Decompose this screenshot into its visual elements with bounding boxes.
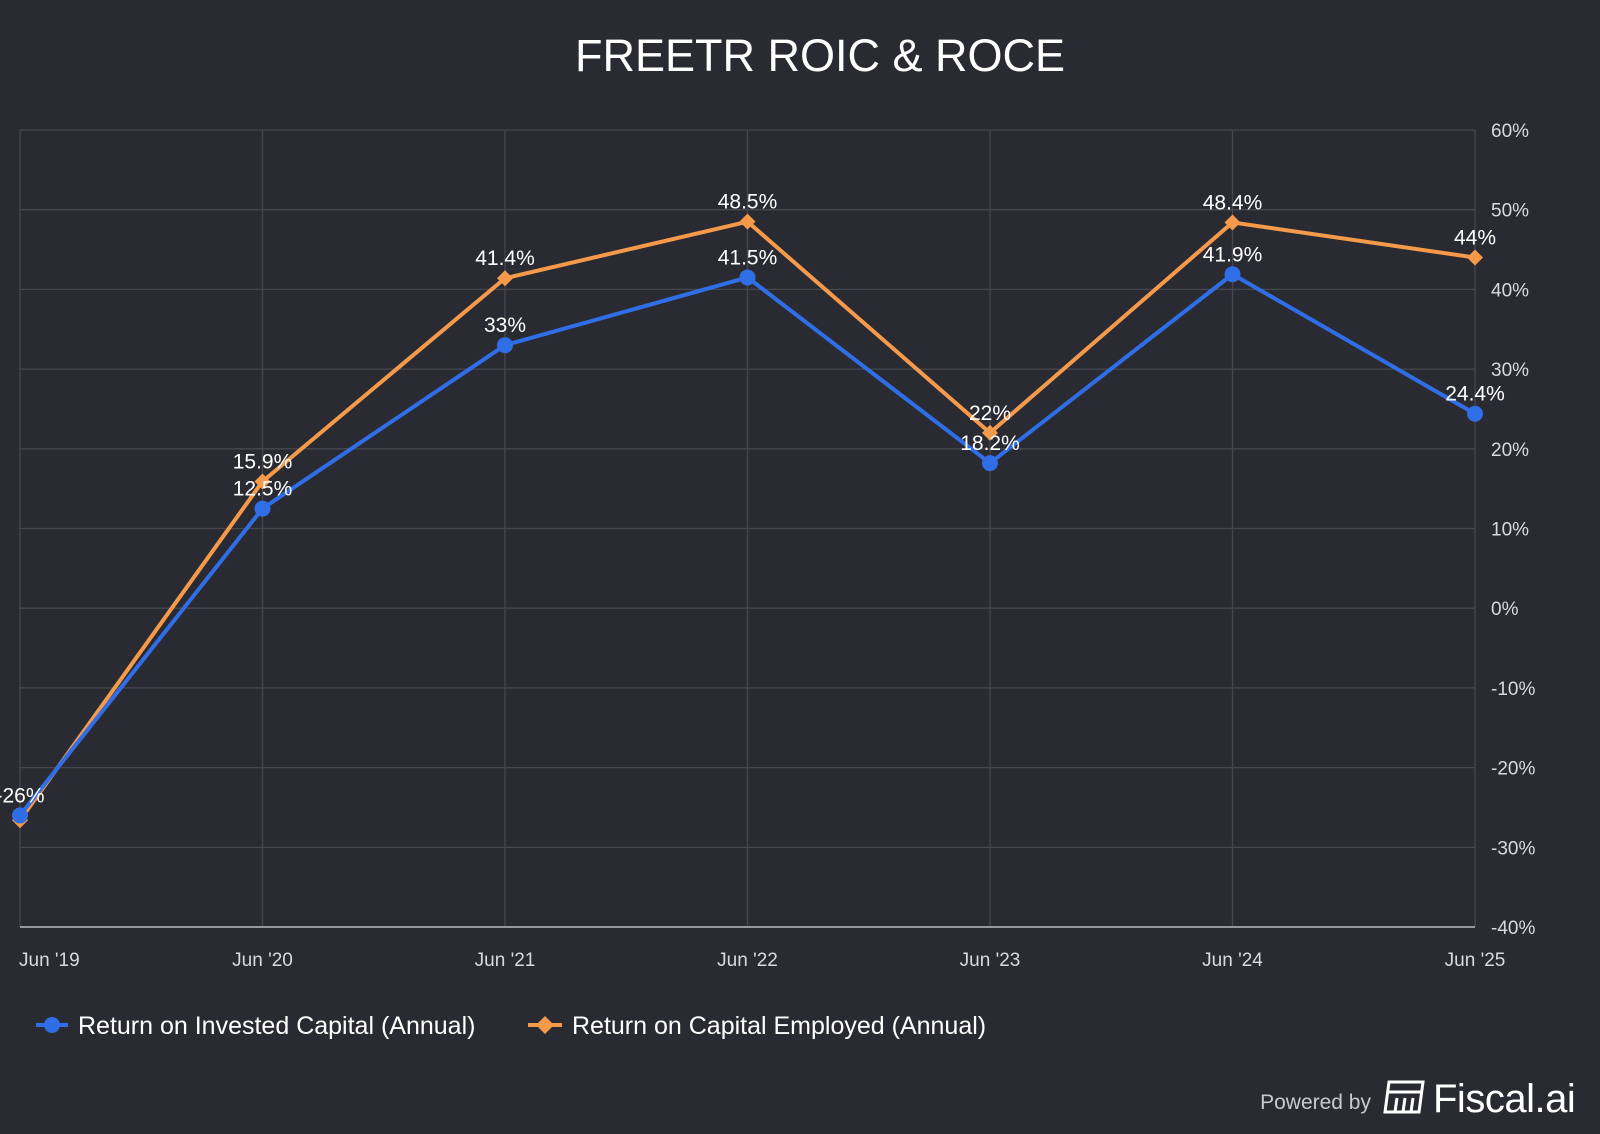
roce-data-label: 48.5% <box>718 191 778 214</box>
roic-point[interactable] <box>254 500 271 517</box>
y-tick-label: -10% <box>1491 679 1535 700</box>
roic-point[interactable] <box>982 455 998 472</box>
roce-point[interactable] <box>497 270 513 287</box>
legend-item-roce[interactable]: Return on Capital Employed (Annual) <box>528 1012 986 1040</box>
roic-data-label: 41.5% <box>718 246 778 269</box>
roce-point[interactable] <box>1224 214 1241 231</box>
roce-point[interactable] <box>739 213 756 230</box>
roic-data-label: 41.9% <box>1203 243 1263 266</box>
legend-roic-marker <box>44 1017 60 1033</box>
roic-point[interactable] <box>1224 266 1241 283</box>
powered-by-text: Powered by <box>1260 1091 1371 1114</box>
roce-data-label: 48.4% <box>1203 191 1263 214</box>
y-tick-label: 10% <box>1491 520 1529 541</box>
y-tick-label: -20% <box>1491 759 1535 780</box>
chart-title: FREETR ROIC & ROCE <box>575 30 1065 81</box>
roic-data-label: 33% <box>484 314 526 337</box>
y-tick-label: 40% <box>1491 280 1529 301</box>
brand-name: Fiscal.ai <box>1433 1077 1575 1121</box>
roce-data-label: 22% <box>969 402 1011 425</box>
y-tick-label: 50% <box>1491 201 1529 222</box>
data-labels: -26% 12.5% 33% 41.5% 18.2% 41.9% 24.4% 15.9% 41.… <box>0 191 1505 808</box>
legend-roce-label: Return on Capital Employed (Annual) <box>572 1012 986 1040</box>
credit: Powered by Fiscal.ai <box>1260 1077 1576 1121</box>
roce-data-label: 44% <box>1454 227 1496 250</box>
roic-point[interactable] <box>739 269 756 286</box>
x-tick-label: Jun '22 <box>717 950 778 971</box>
x-tick-label: Jun '19 <box>19 950 80 971</box>
roce-data-label: 15.9% <box>233 450 293 473</box>
legend: Return on Invested Capital (Annual) Retu… <box>36 1012 986 1040</box>
fiscal-logo-icon <box>1383 1080 1425 1114</box>
x-tick-label: Jun '20 <box>232 950 293 971</box>
grid <box>19 129 1476 928</box>
x-axis-ticks: Jun '19 Jun '20 Jun '21 Jun '22 Jun '23 Jun '… <box>19 950 1505 971</box>
x-tick-label: Jun '21 <box>475 950 536 971</box>
y-tick-label: 0% <box>1491 599 1519 620</box>
roce-data-label: 41.4% <box>475 247 535 270</box>
roce-point[interactable] <box>1467 249 1483 266</box>
series-layer <box>12 213 1483 829</box>
roic-data-label: -26% <box>0 784 45 807</box>
roic-point[interactable] <box>497 337 513 354</box>
x-tick-label: Jun '25 <box>1445 950 1506 971</box>
x-tick-label: Jun '24 <box>1202 950 1263 971</box>
roic-data-label: 12.5% <box>233 478 293 501</box>
legend-roic-label: Return on Invested Capital (Annual) <box>78 1012 475 1040</box>
y-axis-ticks: 60% 50% 40% 30% 20% 10% 0% -10% -20% -30% -40% <box>1491 121 1535 939</box>
y-tick-label: 20% <box>1491 440 1529 461</box>
roic-point[interactable] <box>12 807 28 824</box>
legend-item-roic[interactable]: Return on Invested Capital (Annual) <box>36 1012 475 1040</box>
x-tick-label: Jun '23 <box>960 950 1021 971</box>
roic-data-label: 24.4% <box>1445 383 1505 406</box>
y-tick-label: 60% <box>1491 121 1529 142</box>
y-tick-label: -30% <box>1491 838 1535 859</box>
roic-point[interactable] <box>1467 405 1483 422</box>
roce-point[interactable] <box>254 473 271 490</box>
roic-data-label: 18.2% <box>960 432 1020 455</box>
y-tick-label: -40% <box>1491 918 1535 939</box>
y-tick-label: 30% <box>1491 360 1529 381</box>
legend-roce-marker <box>536 1016 554 1034</box>
roce-point[interactable] <box>982 424 998 441</box>
